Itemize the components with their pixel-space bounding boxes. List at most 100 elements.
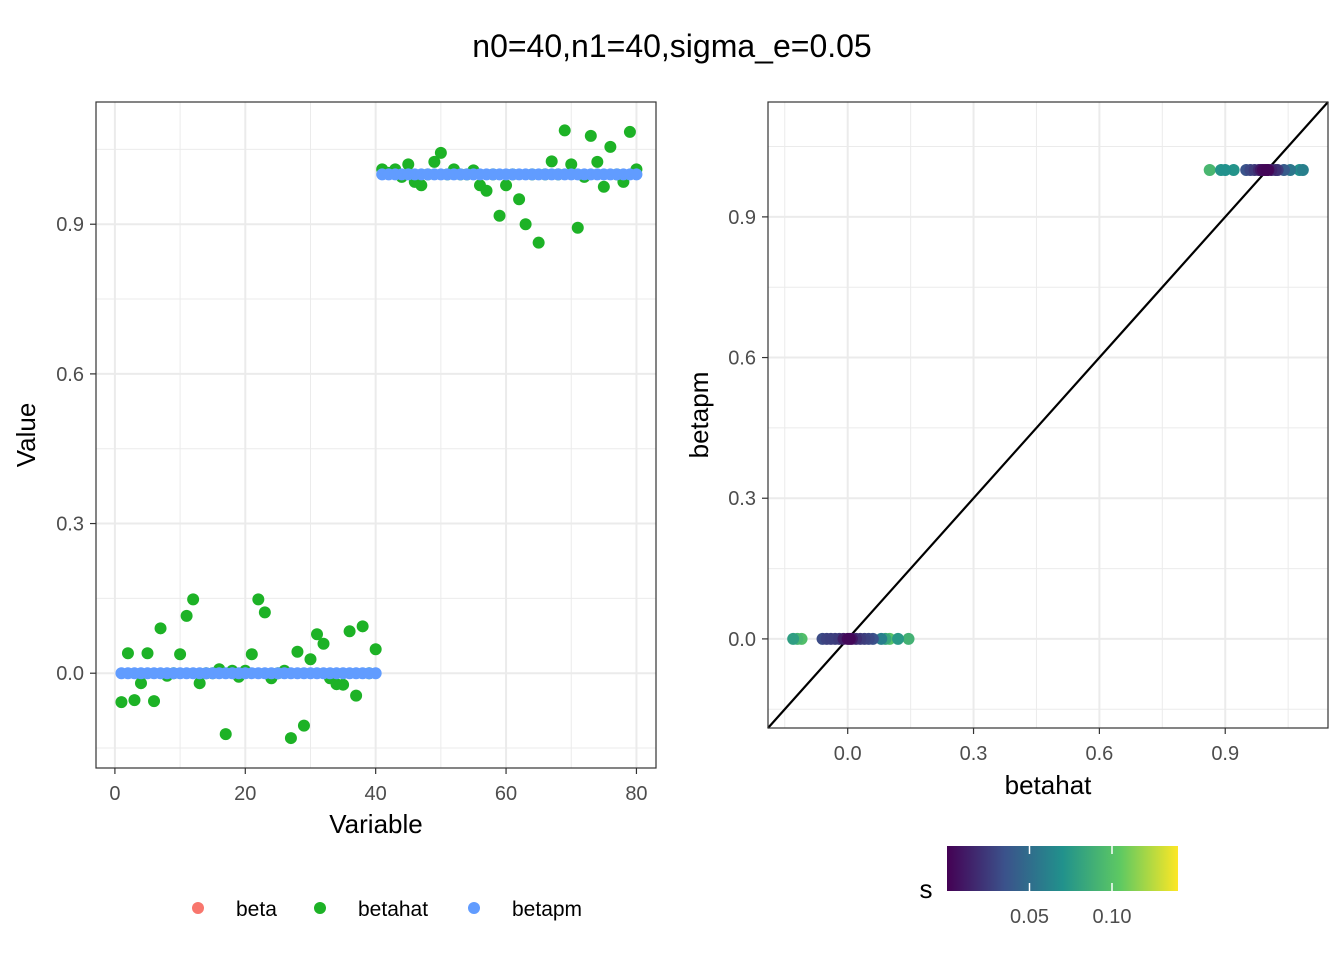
betahat-point (428, 155, 441, 168)
left-x-tick-label: 20 (234, 783, 256, 805)
betahat-point (141, 647, 154, 660)
betahat-point (571, 221, 584, 234)
betahat-point (193, 677, 206, 690)
left-x-tick-label: 80 (625, 783, 647, 805)
left-y-axis-label: Value (11, 403, 41, 468)
betahat-point (343, 625, 356, 638)
colorbar-ticks: 0.05 0.10 (1010, 846, 1131, 928)
betahat-point (597, 180, 610, 193)
right-panel: 0.0 0.3 0.6 0.9 0.0 0.3 0.6 0.9 betahat betapm (684, 101, 1329, 800)
betahat-point (317, 637, 330, 650)
betahat-point (415, 179, 428, 192)
betahat-point (591, 155, 604, 168)
betahat-point (337, 678, 350, 691)
betahat-point (493, 209, 506, 222)
colorbar: s 0.05 0.10 (920, 846, 1178, 928)
betahat-point (258, 606, 271, 619)
betahat-point (304, 653, 317, 666)
betapm-vs-betahat-point (1203, 163, 1216, 176)
colorbar-tick-label: 0.10 (1093, 906, 1132, 928)
right-x-tick-label: 0.6 (1085, 743, 1113, 765)
left-x-tick-label: 60 (495, 783, 517, 805)
betahat-point (134, 677, 147, 690)
betahat-point (115, 696, 128, 709)
left-x-tick-label: 40 (365, 783, 387, 805)
right-y-tick-label: 0.3 (728, 488, 756, 510)
right-x-axis-label: betahat (1005, 770, 1093, 800)
left-panel: 0 20 40 60 80 0.0 0.3 0.6 0.9 Variable Value (11, 101, 657, 839)
right-y-tick-label: 0.9 (728, 207, 756, 229)
betahat-point (180, 609, 193, 622)
betahat-point (284, 732, 297, 745)
right-data-points (787, 163, 1309, 645)
left-x-tick-label: 0 (109, 783, 120, 805)
left-x-axis-ticks: 0 20 40 60 80 (109, 768, 648, 805)
betahat-point (311, 628, 324, 641)
betahat-point (219, 728, 232, 741)
left-y-tick-label: 0.3 (56, 514, 84, 536)
betahat-point (584, 129, 597, 142)
right-x-tick-label: 0.0 (834, 743, 862, 765)
betapm-point (369, 667, 382, 680)
colorbar-gradient (947, 846, 1178, 891)
left-y-tick-label: 0.0 (56, 663, 84, 685)
right-panel-border (767, 101, 1329, 729)
betahat-point (350, 689, 363, 702)
betahat-point (252, 593, 265, 606)
betapm-vs-betahat-point (1219, 163, 1232, 176)
left-y-tick-label: 0.6 (56, 364, 84, 386)
betahat-point (174, 648, 187, 661)
betapm-vs-betahat-point (787, 632, 800, 645)
betahat-point (500, 179, 513, 192)
betahat-point (623, 125, 636, 138)
betahat-point (297, 719, 310, 732)
right-y-axis-ticks: 0.0 0.3 0.6 0.9 (728, 207, 768, 651)
betahat-point (291, 645, 304, 658)
legend-key-betahat (314, 902, 326, 914)
betahat-point (565, 158, 578, 171)
betahat-point (513, 193, 526, 206)
legend: beta betahat betapm (192, 898, 582, 921)
betahat-point (480, 184, 493, 197)
left-data-points (115, 124, 643, 745)
legend-label-betahat: betahat (358, 898, 428, 921)
left-y-tick-label: 0.9 (56, 214, 84, 236)
right-x-axis-ticks: 0.0 0.3 0.6 0.9 (834, 728, 1239, 765)
betahat-point (356, 620, 369, 633)
betahat-point (245, 648, 258, 661)
betapm-vs-betahat-point (843, 632, 856, 645)
betapm-vs-betahat-point (875, 632, 888, 645)
colorbar-tick-label: 0.05 (1010, 906, 1049, 928)
right-x-tick-label: 0.3 (960, 743, 988, 765)
betahat-point (434, 146, 447, 159)
legend-key-betapm (468, 902, 480, 914)
betahat-point (128, 694, 141, 707)
betahat-point (604, 140, 617, 153)
betapm-point (630, 168, 643, 181)
betapm-vs-betahat-point (1296, 163, 1309, 176)
betahat-point (148, 695, 161, 708)
betahat-point (558, 124, 571, 137)
legend-label-betapm: betapm (512, 898, 582, 921)
right-y-tick-label: 0.0 (728, 629, 756, 651)
left-x-axis-label: Variable (329, 809, 422, 839)
betapm-vs-betahat-point (902, 632, 915, 645)
colorbar-title: s (920, 874, 933, 904)
betahat-point (532, 236, 545, 249)
betahat-point (369, 643, 382, 656)
legend-label-beta: beta (236, 898, 277, 921)
betahat-point (121, 647, 134, 660)
betahat-point (545, 155, 558, 168)
betapm-vs-betahat-point (1227, 163, 1240, 176)
betahat-point (402, 158, 415, 171)
right-x-tick-label: 0.9 (1211, 743, 1239, 765)
chart-title: n0=40,n1=40,sigma_e=0.05 (472, 28, 871, 64)
right-gridlines (768, 102, 1328, 728)
identity-line (767, 101, 1329, 729)
betapm-vs-betahat-point (1261, 163, 1274, 176)
betapm-vs-betahat-point (892, 632, 905, 645)
left-y-axis-ticks: 0.0 0.3 0.6 0.9 (56, 214, 96, 685)
legend-key-beta (192, 902, 204, 914)
right-y-tick-label: 0.6 (728, 348, 756, 370)
